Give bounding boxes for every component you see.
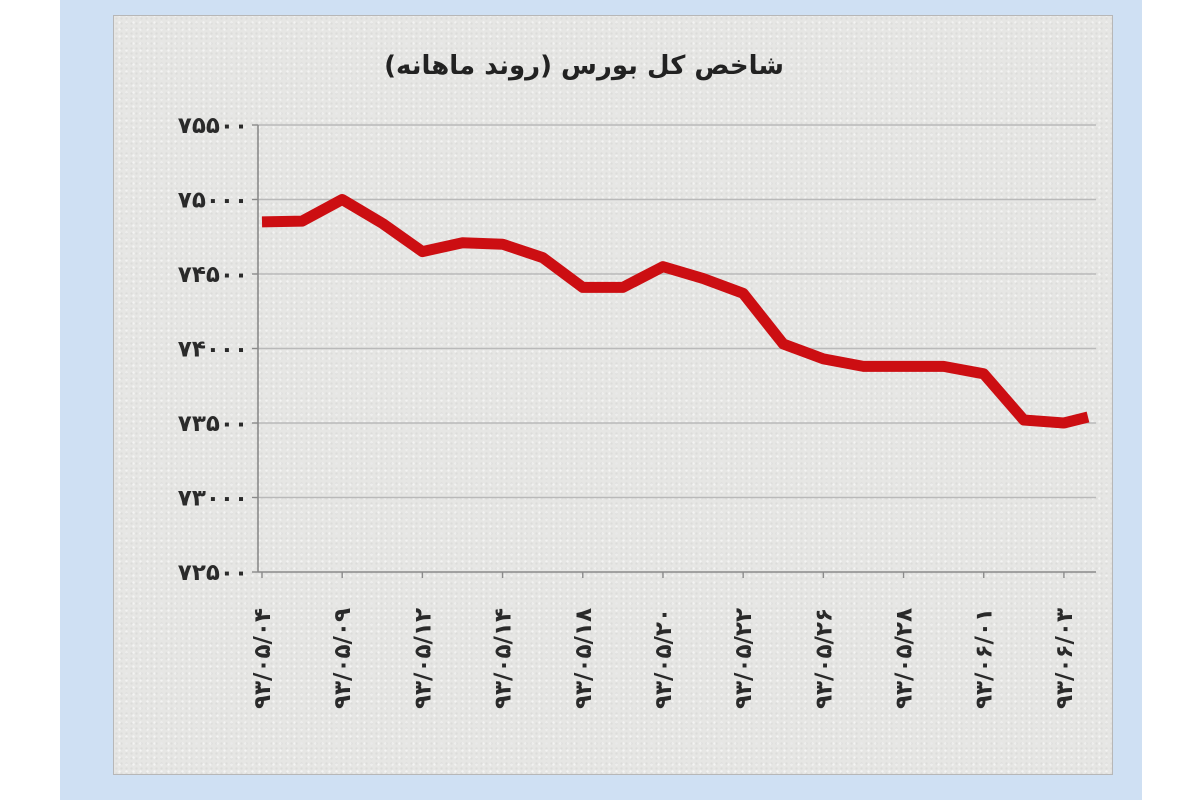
series-line (261, 194, 1090, 429)
x-tick-label: ۹۳/۰۶/۰۱ (972, 608, 998, 709)
x-tick-label: ۹۳/۰۵/۰۹ (330, 608, 356, 709)
x-tick-label: ۹۳/۰۵/۲۸ (892, 608, 918, 709)
chart-card: ۷۲۵۰۰ ۷۳۰۰۰ ۷۳۵۰۰ ۷۴۰۰۰ ۷۴۵۰۰ ۷۵۰۰۰ ۷۵۵۰۰ ۹۳/۰… (113, 15, 1113, 775)
y-tick-labels: ۷۲۵۰۰ ۷۳۰۰۰ ۷۳۵۰۰ ۷۴۰۰۰ ۷۴۵۰۰ ۷۵۰۰۰ ۷۵۵۰۰ (178, 113, 248, 586)
series-layer (261, 194, 1090, 429)
x-tick-labels: ۹۳/۰۵/۰۴ ۹۳/۰۵/۰۹ ۹۳/۰۵/۱۲ ۹۳/۰۵/۱۴ ۹۳/۰۵/۱۸… (250, 608, 1078, 709)
x-tick-label: ۹۳/۰۵/۱۴ (491, 608, 517, 709)
x-tick-label: ۹۳/۰۶/۰۳ (1052, 608, 1078, 709)
y-tick-label: ۷۳۵۰۰ (178, 411, 248, 437)
chart-svg: ۷۲۵۰۰ ۷۳۰۰۰ ۷۳۵۰۰ ۷۴۰۰۰ ۷۴۵۰۰ ۷۵۰۰۰ ۷۵۵۰۰ ۹۳/۰… (178, 51, 1096, 709)
y-tick-label: ۷۴۵۰۰ (178, 262, 248, 288)
grid-layer (258, 124, 1096, 499)
axis-layer (252, 124, 1096, 578)
x-tick-label: ۹۳/۰۵/۱۸ (571, 608, 597, 709)
y-tick-label: ۷۴۰۰۰ (178, 337, 248, 363)
y-tick-label: ۷۵۵۰۰ (178, 113, 248, 139)
y-tick-label: ۷۳۰۰۰ (178, 486, 248, 512)
x-tick-label: ۹۳/۰۵/۲۶ (811, 608, 837, 709)
y-tick-label: ۷۵۰۰۰ (178, 188, 248, 214)
y-tick-label: ۷۲۵۰۰ (178, 560, 248, 586)
x-tick-label: ۹۳/۰۵/۱۲ (410, 608, 436, 709)
x-tick-label: ۹۳/۰۵/۲۲ (731, 608, 757, 709)
x-tick-label: ۹۳/۰۵/۲۰ (651, 608, 677, 709)
x-tick-label: ۹۳/۰۵/۰۴ (250, 608, 276, 709)
chart-title: شاخص کل بورس (روند ماهانه) (384, 51, 784, 81)
